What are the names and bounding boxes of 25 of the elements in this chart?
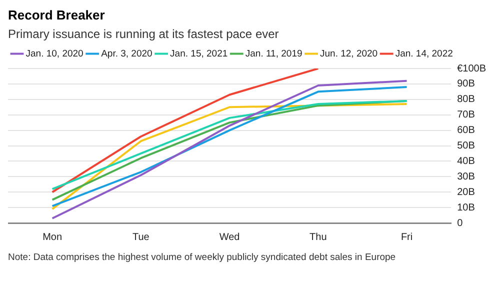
y-tick-label: 60B (457, 125, 476, 136)
y-tick-label: 80B (457, 94, 476, 106)
y-tick-label: 70B (457, 110, 476, 121)
y-tick-label: 50B (457, 140, 476, 152)
y-tick-label: 0 (457, 218, 464, 229)
legend-label: Apr. 3, 2020 (101, 48, 152, 60)
x-tick-label: Tue (132, 232, 150, 243)
x-tick-label: Mon (42, 232, 62, 243)
y-tick-label: €100B (457, 63, 486, 74)
legend-label: Jan. 14, 2022 (395, 48, 453, 60)
y-tick-label: 90B (457, 78, 476, 90)
y-tick-label: 10B (457, 202, 476, 214)
x-tick-label: Fri (400, 232, 413, 243)
x-tick-label: Wed (219, 232, 240, 243)
y-tick-label: 40B (457, 156, 476, 167)
text: Note: Data comprises the highest volume of weekly publicly syndicated debt sales in Europe (8, 252, 397, 263)
chart-subtitle: Primary issuance is running at its fastest pace ever (8, 27, 279, 42)
x-tick-label: Thu (310, 232, 327, 243)
legend-label: Jun. 12, 2020 (320, 48, 378, 60)
y-tick-label: 30B (457, 171, 476, 182)
chart-title: Record Breaker (8, 7, 105, 22)
legend-label: Jan. 15, 2021 (170, 48, 228, 60)
legend-label: Jan. 11, 2019 (245, 48, 302, 60)
y-tick-label: 20B (457, 186, 476, 198)
legend-label: Jan. 10, 2020 (26, 48, 84, 60)
